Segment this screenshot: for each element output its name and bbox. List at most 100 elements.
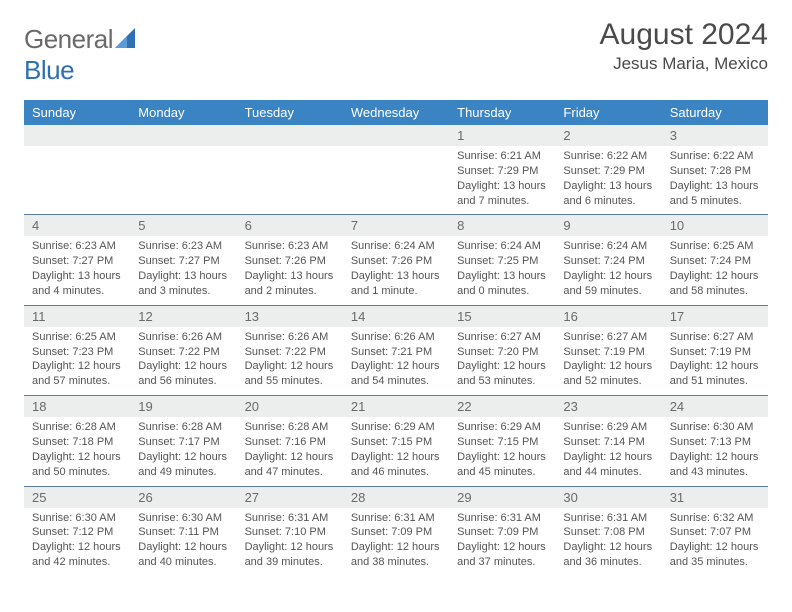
- daylight-text: Daylight: 12 hours and 54 minutes.: [351, 359, 443, 389]
- day-body: Sunrise: 6:27 AMSunset: 7:19 PMDaylight:…: [662, 327, 768, 395]
- daylight-text: Daylight: 13 hours and 5 minutes.: [670, 179, 762, 209]
- daylight-text: Daylight: 12 hours and 37 minutes.: [457, 540, 549, 570]
- sunset-text: Sunset: 7:07 PM: [670, 525, 762, 540]
- day-body: Sunrise: 6:21 AMSunset: 7:29 PMDaylight:…: [449, 146, 555, 214]
- day-body: [130, 146, 236, 214]
- day-number: 29: [449, 487, 555, 508]
- daylight-text: Daylight: 12 hours and 40 minutes.: [138, 540, 230, 570]
- day-number: 6: [237, 215, 343, 236]
- day-body: Sunrise: 6:30 AMSunset: 7:11 PMDaylight:…: [130, 508, 236, 576]
- sunrise-text: Sunrise: 6:29 AM: [457, 420, 549, 435]
- daylight-text: Daylight: 12 hours and 36 minutes.: [563, 540, 655, 570]
- day-number: 16: [555, 306, 661, 327]
- daylight-text: Daylight: 12 hours and 42 minutes.: [32, 540, 124, 570]
- sunrise-text: Sunrise: 6:22 AM: [670, 149, 762, 164]
- sunset-text: Sunset: 7:26 PM: [351, 254, 443, 269]
- month-title: August 2024: [600, 18, 768, 52]
- daylight-text: Daylight: 12 hours and 44 minutes.: [563, 450, 655, 480]
- title-block: August 2024 Jesus Maria, Mexico: [600, 18, 768, 74]
- week-row: 123Sunrise: 6:21 AMSunset: 7:29 PMDaylig…: [24, 125, 768, 215]
- sunrise-text: Sunrise: 6:28 AM: [245, 420, 337, 435]
- sunrise-text: Sunrise: 6:28 AM: [32, 420, 124, 435]
- sunrise-text: Sunrise: 6:30 AM: [32, 511, 124, 526]
- brand-name-a: General: [24, 24, 113, 54]
- sunset-text: Sunset: 7:24 PM: [563, 254, 655, 269]
- daylight-text: Daylight: 12 hours and 59 minutes.: [563, 269, 655, 299]
- sunset-text: Sunset: 7:18 PM: [32, 435, 124, 450]
- daylight-text: Daylight: 13 hours and 4 minutes.: [32, 269, 124, 299]
- daylight-text: Daylight: 12 hours and 45 minutes.: [457, 450, 549, 480]
- day-body: Sunrise: 6:29 AMSunset: 7:15 PMDaylight:…: [449, 417, 555, 485]
- dow-monday: Monday: [130, 100, 236, 125]
- day-body: Sunrise: 6:23 AMSunset: 7:27 PMDaylight:…: [130, 236, 236, 304]
- week-row: 18192021222324Sunrise: 6:28 AMSunset: 7:…: [24, 396, 768, 486]
- day-number: 22: [449, 396, 555, 417]
- day-number: 13: [237, 306, 343, 327]
- day-number: [24, 125, 130, 146]
- day-body: Sunrise: 6:31 AMSunset: 7:09 PMDaylight:…: [343, 508, 449, 576]
- day-number: 8: [449, 215, 555, 236]
- daylight-text: Daylight: 12 hours and 46 minutes.: [351, 450, 443, 480]
- day-body: Sunrise: 6:26 AMSunset: 7:22 PMDaylight:…: [237, 327, 343, 395]
- day-body: Sunrise: 6:29 AMSunset: 7:15 PMDaylight:…: [343, 417, 449, 485]
- day-body: Sunrise: 6:30 AMSunset: 7:13 PMDaylight:…: [662, 417, 768, 485]
- sunrise-text: Sunrise: 6:30 AM: [670, 420, 762, 435]
- sunset-text: Sunset: 7:21 PM: [351, 345, 443, 360]
- day-number: 7: [343, 215, 449, 236]
- sunset-text: Sunset: 7:27 PM: [32, 254, 124, 269]
- sunrise-text: Sunrise: 6:27 AM: [457, 330, 549, 345]
- sunrise-text: Sunrise: 6:24 AM: [351, 239, 443, 254]
- daylight-text: Daylight: 12 hours and 56 minutes.: [138, 359, 230, 389]
- sunset-text: Sunset: 7:22 PM: [138, 345, 230, 360]
- day-number: 4: [24, 215, 130, 236]
- day-number: 9: [555, 215, 661, 236]
- day-number: 30: [555, 487, 661, 508]
- sunset-text: Sunset: 7:20 PM: [457, 345, 549, 360]
- day-number: 24: [662, 396, 768, 417]
- sunrise-text: Sunrise: 6:31 AM: [457, 511, 549, 526]
- sunset-text: Sunset: 7:14 PM: [563, 435, 655, 450]
- day-number: 26: [130, 487, 236, 508]
- day-number: 25: [24, 487, 130, 508]
- day-number: 1: [449, 125, 555, 146]
- day-number: 28: [343, 487, 449, 508]
- day-number: 11: [24, 306, 130, 327]
- daylight-text: Daylight: 12 hours and 38 minutes.: [351, 540, 443, 570]
- day-body: Sunrise: 6:25 AMSunset: 7:24 PMDaylight:…: [662, 236, 768, 304]
- day-body: Sunrise: 6:24 AMSunset: 7:24 PMDaylight:…: [555, 236, 661, 304]
- daylight-text: Daylight: 13 hours and 6 minutes.: [563, 179, 655, 209]
- sunset-text: Sunset: 7:15 PM: [457, 435, 549, 450]
- day-body: Sunrise: 6:26 AMSunset: 7:21 PMDaylight:…: [343, 327, 449, 395]
- daylight-text: Daylight: 13 hours and 2 minutes.: [245, 269, 337, 299]
- day-number: 15: [449, 306, 555, 327]
- sunset-text: Sunset: 7:09 PM: [351, 525, 443, 540]
- sunrise-text: Sunrise: 6:30 AM: [138, 511, 230, 526]
- sunrise-text: Sunrise: 6:26 AM: [138, 330, 230, 345]
- day-number: 23: [555, 396, 661, 417]
- location-subtitle: Jesus Maria, Mexico: [600, 54, 768, 74]
- sunset-text: Sunset: 7:12 PM: [32, 525, 124, 540]
- sunset-text: Sunset: 7:10 PM: [245, 525, 337, 540]
- day-number: 2: [555, 125, 661, 146]
- day-body: Sunrise: 6:32 AMSunset: 7:07 PMDaylight:…: [662, 508, 768, 576]
- week-row: 45678910Sunrise: 6:23 AMSunset: 7:27 PMD…: [24, 215, 768, 305]
- day-number: 31: [662, 487, 768, 508]
- sunrise-text: Sunrise: 6:27 AM: [563, 330, 655, 345]
- sunset-text: Sunset: 7:11 PM: [138, 525, 230, 540]
- brand-name-b: Blue: [24, 55, 74, 85]
- day-number: 17: [662, 306, 768, 327]
- day-body: Sunrise: 6:24 AMSunset: 7:26 PMDaylight:…: [343, 236, 449, 304]
- sunrise-text: Sunrise: 6:31 AM: [245, 511, 337, 526]
- day-number: 19: [130, 396, 236, 417]
- daylight-text: Daylight: 13 hours and 3 minutes.: [138, 269, 230, 299]
- day-number: [343, 125, 449, 146]
- daylight-text: Daylight: 13 hours and 1 minute.: [351, 269, 443, 299]
- day-body: Sunrise: 6:30 AMSunset: 7:12 PMDaylight:…: [24, 508, 130, 576]
- page-header: General Blue August 2024 Jesus Maria, Me…: [24, 18, 768, 86]
- daylight-text: Daylight: 12 hours and 57 minutes.: [32, 359, 124, 389]
- sunset-text: Sunset: 7:17 PM: [138, 435, 230, 450]
- dow-saturday: Saturday: [662, 100, 768, 125]
- daylight-text: Daylight: 12 hours and 43 minutes.: [670, 450, 762, 480]
- day-body: Sunrise: 6:27 AMSunset: 7:19 PMDaylight:…: [555, 327, 661, 395]
- day-number: 21: [343, 396, 449, 417]
